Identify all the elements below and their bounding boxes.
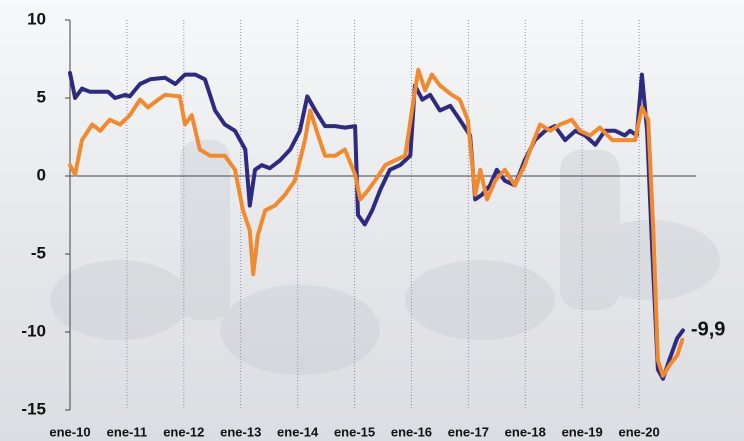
x-tick-label: ene-10	[49, 424, 90, 439]
x-tick-label: ene-15	[334, 424, 375, 439]
line-series	[68, 67, 685, 378]
y-tick-label: -10	[21, 321, 46, 340]
x-tick-label: ene-14	[277, 424, 319, 439]
y-tick-label: -5	[31, 243, 46, 262]
y-tick-label: 0	[37, 165, 46, 184]
x-tick-label: ene-18	[505, 424, 546, 439]
background-shapes	[50, 140, 720, 375]
y-tick-label: 5	[37, 87, 46, 106]
x-tick-label: ene-19	[562, 424, 603, 439]
y-tick-label: -15	[21, 399, 46, 418]
x-tick-label: ene-12	[163, 424, 204, 439]
x-tick-label: ene-17	[448, 424, 489, 439]
annotation: -9,9	[691, 319, 725, 341]
x-tick-label: ene-11	[107, 424, 147, 439]
x-tick-label: ene-16	[391, 424, 432, 439]
x-tick-label: ene-20	[618, 424, 659, 439]
y-tick-label: 10	[27, 9, 46, 28]
x-tick-label: ene-13	[220, 424, 261, 439]
